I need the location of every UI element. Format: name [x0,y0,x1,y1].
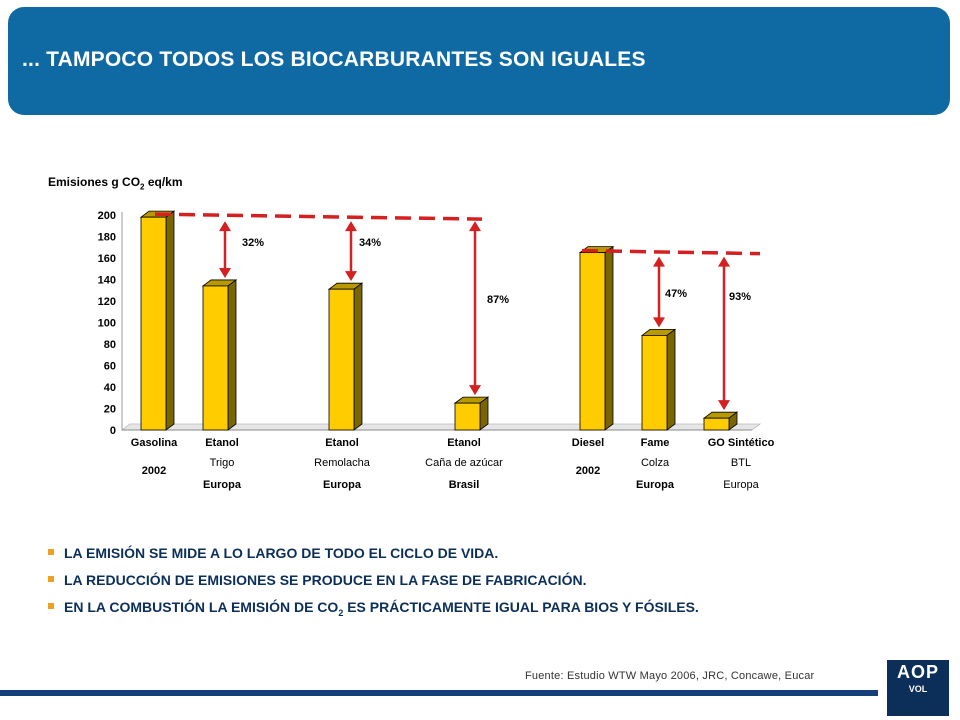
bar [703,417,730,431]
source-note: Fuente: Estudio WTW Mayo 2006, JRC, Conc… [525,670,815,682]
x-category-sublabel: Caña de azúcar [425,457,503,469]
x-category-sublabel: Trigo [210,457,235,469]
y-tick-label: 60 [104,361,116,373]
reduction-arrow-down-head [653,317,665,328]
x-category-label: Etanol [325,437,359,449]
bullet-text: LA EMISIÓN SE MIDE A LO LARGO DE TODO EL… [64,545,499,561]
y-tick-label: 180 [98,232,116,244]
y-tick-label: 140 [98,275,116,287]
reduction-percentage-label: 87% [487,294,509,306]
x-category-sublabel: BTL [731,457,751,469]
bar-side [666,328,676,431]
reduction-arrow-up-head [469,221,481,232]
gasolina-reference-line [154,212,483,221]
reduction-arrow-up-head [718,256,730,267]
chart-y-axis-label: Emisiones g CO2 eq/km [48,175,183,191]
reduction-arrow-up-head [219,221,231,232]
x-category-label: Etanol [447,437,481,449]
y-label-subscript: 2 [140,182,145,192]
bullet-square-icon [48,603,54,609]
bar [579,252,606,431]
reduction-arrow-up-head [345,221,357,232]
x-category-region: Brasil [449,479,480,491]
bar [328,288,355,431]
aop-logo: AOP VOL [887,660,949,716]
bar [454,402,481,431]
bullet-text: EN LA COMBUSTIÓN LA EMISIÓN DE CO [64,599,339,615]
bullet-item: LA REDUCCIÓN DE EMISIONES SE PRODUCE EN … [48,570,699,597]
x-category-sublabel: 2002 [576,465,600,477]
x-category-region: Europa [723,479,759,491]
y-tick-label: 40 [104,382,116,394]
reduction-percentage-label: 32% [242,237,264,249]
bullet-text: LA REDUCCIÓN DE EMISIONES SE PRODUCE EN … [64,572,587,588]
y-label-suffix: eq/km [144,175,183,189]
bullet-subscript: 2 [338,607,344,618]
bar [140,216,167,431]
reduction-arrow-down-head [469,385,481,396]
reduction-arrow-down-head [219,267,231,278]
reduction-percentage-label: 93% [729,291,751,303]
bar [641,334,668,431]
y-tick-label: 120 [98,296,116,308]
y-label-text: Emisiones g CO [48,175,141,189]
y-tick-label: 160 [98,253,116,265]
diesel-reference-line [581,248,761,256]
bullet-item: EN LA COMBUSTIÓN LA EMISIÓN DE CO2 ES PR… [48,597,699,624]
y-tick-label: 200 [98,210,116,222]
x-category-sublabel: 2002 [142,465,166,477]
x-category-region: Europa [323,479,362,491]
x-category-region: Europa [203,479,242,491]
y-tick-label: 100 [98,318,116,330]
y-tick-label: 20 [104,404,116,416]
bullet-square-icon [48,549,54,555]
page-title: ... TAMPOCO TODOS LOS BIOCARBURANTES SON… [22,48,646,71]
footer-divider [0,690,878,696]
x-category-label: Gasolina [131,437,178,449]
logo-subtext: VOL [908,684,928,694]
bar-side [353,282,363,431]
bar-side [165,210,175,431]
reduction-arrow-down-head [718,400,730,411]
x-category-label: Etanol [205,437,239,449]
bar-side [604,245,614,431]
header-banner: ... TAMPOCO TODOS LOS BIOCARBURANTES SON… [8,7,950,115]
bullet-text-suffix: ES PRÁCTICAMENTE IGUAL PARA BIOS Y FÓSIL… [343,599,699,615]
x-category-sublabel: Colza [641,457,670,469]
y-tick-label: 0 [110,425,116,437]
x-category-label: Fame [641,437,670,449]
x-category-sublabel: Remolacha [314,457,371,469]
reduction-percentage-label: 47% [665,288,687,300]
x-category-region: Europa [636,479,675,491]
bar-side [227,279,237,431]
bar [202,285,229,431]
x-category-label: Diesel [572,437,604,449]
y-tick-label: 80 [104,339,116,351]
bullet-square-icon [48,576,54,582]
bullet-list: LA EMISIÓN SE MIDE A LO LARGO DE TODO EL… [48,543,699,624]
logo-text: AOP [896,662,939,682]
bullet-item: LA EMISIÓN SE MIDE A LO LARGO DE TODO EL… [48,543,699,570]
reduction-arrow-down-head [345,271,357,282]
reduction-arrow-up-head [653,256,665,267]
reduction-percentage-label: 34% [359,237,381,249]
x-category-label: GO Sintético [708,437,775,449]
bar-side [479,396,489,431]
emissions-bar-chart: 0 20 40 60 80 100 120 140 160 180 200 Gasolina 2002 E… [98,210,775,491]
